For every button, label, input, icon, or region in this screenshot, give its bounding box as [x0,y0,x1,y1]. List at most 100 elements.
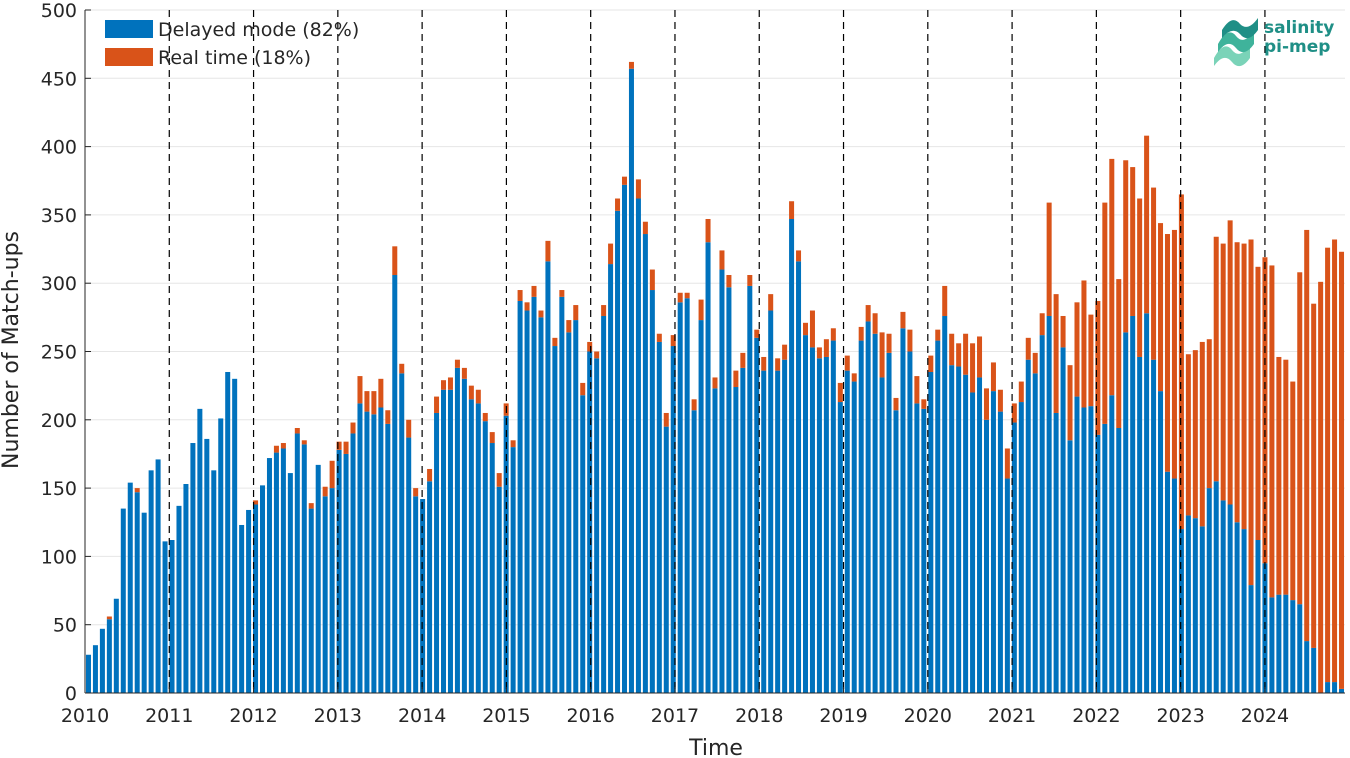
bar-realtime [809,310,815,348]
bar-realtime [1283,359,1289,595]
bar-delayed [997,411,1003,693]
bar-realtime [587,341,593,352]
axes [84,9,1345,694]
bar-realtime [983,388,989,420]
bar-delayed [1234,522,1240,693]
bar-realtime [1304,229,1310,642]
bar-realtime [1227,220,1233,505]
bar-realtime [670,335,676,347]
bar-realtime [802,322,809,336]
bar-realtime [1088,314,1094,407]
bar-realtime [1339,251,1345,689]
bar-delayed [802,335,809,693]
x-tick-labels: 2010 2011 2012 2013 2014 2015 2016 2017 2018 2019… [61,705,1289,727]
bar-realtime [1074,302,1080,397]
bar-realtime [928,355,934,372]
bar-delayed [830,340,836,693]
bar-realtime [545,240,551,262]
bar-realtime [1060,315,1066,348]
bar-delayed [1130,315,1136,693]
bar-realtime [1178,194,1184,530]
logo-wave-icon [1214,18,1258,67]
bar-delayed [413,496,419,693]
bar-realtime [468,385,474,400]
bar-delayed [670,346,676,693]
bar-realtime [134,488,140,493]
bar-realtime [719,250,725,270]
bar-delayed [489,443,495,693]
bar-delayed [399,373,405,693]
bar-realtime [635,179,641,199]
bar-delayed [1018,402,1024,693]
bar-delayed [155,459,161,693]
y-tick-label: 250 [41,342,77,364]
bar-delayed [1039,335,1045,693]
salinity-pi-mep-logo: salinity pi-mep [1214,18,1334,67]
x-tick-label: 2020 [904,705,952,727]
bar-delayed [1325,682,1331,693]
bar-delayed [601,315,607,693]
bar-delayed [287,473,293,693]
bar-delayed [942,315,948,693]
bar-realtime [865,305,871,322]
bar-realtime [656,333,662,342]
bar-delayed [886,352,892,693]
bar-realtime [1123,160,1129,333]
bar-delayed [1304,641,1310,693]
bar-realtime [496,473,502,487]
bar-realtime [1290,381,1296,601]
bar-delayed [162,541,168,693]
bar-delayed [190,443,196,693]
bar-realtime [740,352,746,368]
bar-delayed [656,341,662,693]
x-tick-label: 2012 [229,705,277,727]
bar-realtime [1297,272,1303,605]
bar-delayed [552,346,558,693]
bar-delayed [1276,594,1282,693]
bar-delayed [517,300,523,693]
bar-realtime [1144,135,1150,314]
bar-delayed [454,367,460,693]
x-tick-label: 2017 [651,705,699,727]
bar-realtime [524,302,530,311]
bar-delayed [406,437,412,693]
bar-delayed [865,321,871,693]
bar-realtime [977,336,983,378]
bar-realtime [294,427,300,434]
bar-delayed [350,433,356,693]
bar-delayed [621,184,628,693]
y-tick-label: 450 [41,68,77,90]
bar-realtime [628,61,634,69]
bar-delayed [691,410,697,693]
y-axis-label: Number of Match-ups [0,231,24,469]
bar-delayed [1199,526,1205,693]
bar-delayed [1151,359,1157,693]
bar-delayed [844,370,850,693]
bar-realtime [726,275,732,288]
bar-delayed [1241,529,1247,693]
bar-delayed [106,619,112,693]
bar-realtime [322,486,328,497]
bar-delayed [1032,373,1038,693]
bar-realtime [1241,243,1247,530]
legend-label-delayed: Delayed mode (82%) [158,19,359,41]
bar-delayed [1248,585,1254,693]
bar-realtime [566,320,572,333]
bar-delayed [1158,391,1164,693]
bar-realtime [531,285,537,297]
x-tick-label: 2018 [735,705,783,727]
stacked-bars [85,61,1345,694]
bar-realtime [914,376,920,404]
bar-delayed [928,371,934,693]
bar-realtime [1248,239,1254,586]
bar-delayed [434,412,440,693]
bar-delayed [726,287,732,693]
bar-delayed [872,333,878,693]
bar-realtime [956,343,962,367]
y-tick-label: 150 [41,478,77,500]
bar-realtime [447,377,453,390]
bar-delayed [531,296,537,693]
bar-delayed [239,524,245,693]
bar-delayed [594,358,600,693]
bar-realtime [1116,279,1122,428]
